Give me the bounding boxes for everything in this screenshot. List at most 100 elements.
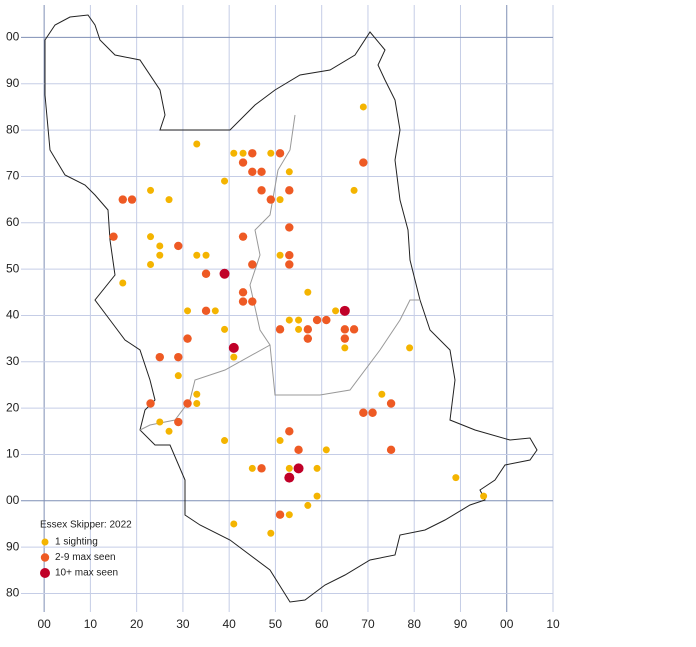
- point: [248, 297, 257, 306]
- point: [267, 529, 275, 537]
- point: [193, 251, 201, 259]
- point: [295, 316, 303, 324]
- point: [340, 325, 350, 334]
- legend-marker: [41, 538, 49, 546]
- y-tick-label: 30: [6, 354, 20, 368]
- point: [193, 390, 201, 398]
- x-tick-label: 10: [84, 617, 98, 631]
- point: [127, 195, 137, 204]
- y-tick-label: 80: [6, 122, 20, 136]
- point: [202, 251, 210, 259]
- point: [201, 269, 211, 278]
- point: [257, 186, 266, 195]
- point: [285, 464, 293, 472]
- point: [359, 408, 368, 417]
- point: [304, 501, 312, 509]
- point: [285, 186, 294, 195]
- point: [193, 399, 201, 407]
- point: [219, 268, 230, 279]
- point: [221, 437, 229, 445]
- x-tick-label: 20: [130, 617, 144, 631]
- point: [341, 344, 349, 352]
- point: [109, 232, 118, 241]
- point: [275, 510, 285, 519]
- x-tick-label: 30: [176, 617, 190, 631]
- county-outline: [44, 14, 538, 603]
- x-tick-label: 00: [500, 617, 514, 631]
- point: [248, 260, 257, 269]
- x-tick-label: 00: [37, 617, 51, 631]
- point: [211, 307, 219, 315]
- legend-label: 1 sighting: [55, 537, 98, 548]
- point: [386, 399, 396, 408]
- point: [238, 288, 248, 297]
- points: [109, 103, 488, 537]
- grid: [21, 5, 554, 612]
- point: [146, 399, 155, 408]
- point: [303, 325, 313, 334]
- point: [285, 511, 293, 519]
- point: [201, 306, 211, 316]
- x-tick-label: 40: [222, 617, 236, 631]
- legend-marker: [40, 553, 50, 562]
- point: [183, 399, 192, 408]
- point: [340, 334, 350, 343]
- point: [248, 464, 256, 472]
- y-tick-label: 10: [6, 447, 20, 461]
- point: [119, 279, 127, 287]
- point: [147, 186, 155, 194]
- point: [303, 334, 313, 343]
- point: [368, 408, 377, 417]
- point: [275, 149, 285, 158]
- point: [322, 446, 330, 454]
- point: [156, 418, 164, 426]
- y-tick-label: 90: [6, 539, 20, 553]
- point: [248, 149, 257, 158]
- point: [221, 177, 229, 185]
- point: [304, 288, 312, 296]
- point: [238, 297, 248, 306]
- y-tick-label: 40: [6, 308, 20, 322]
- x-tick-label: 60: [315, 617, 329, 631]
- y-tick-label: 80: [6, 586, 20, 600]
- point: [248, 167, 257, 177]
- point: [350, 186, 358, 194]
- point: [339, 305, 350, 316]
- point: [174, 241, 183, 251]
- point: [156, 242, 164, 250]
- point: [165, 196, 173, 204]
- point: [193, 140, 201, 148]
- point: [359, 158, 368, 167]
- x-tick-label: 70: [361, 617, 375, 631]
- point: [313, 464, 321, 472]
- point: [452, 474, 460, 482]
- point: [266, 195, 276, 204]
- point: [313, 492, 321, 500]
- point: [294, 445, 303, 455]
- x-tick-label: 50: [269, 617, 283, 631]
- point: [174, 372, 182, 380]
- point: [230, 149, 238, 157]
- point: [406, 344, 414, 352]
- legend-marker: [40, 568, 50, 578]
- point: [480, 492, 488, 500]
- x-tick-label: 80: [408, 617, 422, 631]
- y-tick-label: 20: [6, 400, 20, 414]
- point: [349, 325, 359, 334]
- point: [275, 325, 285, 334]
- point: [257, 464, 266, 473]
- point: [230, 353, 238, 361]
- point: [322, 315, 331, 325]
- y-tick-label: 90: [6, 76, 20, 90]
- district-boundary: [269, 299, 420, 396]
- point: [156, 251, 164, 259]
- point: [378, 390, 386, 398]
- point: [285, 223, 294, 232]
- point: [295, 325, 303, 333]
- legend-label: 10+ max seen: [55, 568, 118, 579]
- point: [174, 352, 183, 362]
- point: [183, 334, 192, 343]
- point: [332, 307, 340, 315]
- point: [267, 149, 275, 157]
- point: [165, 427, 173, 435]
